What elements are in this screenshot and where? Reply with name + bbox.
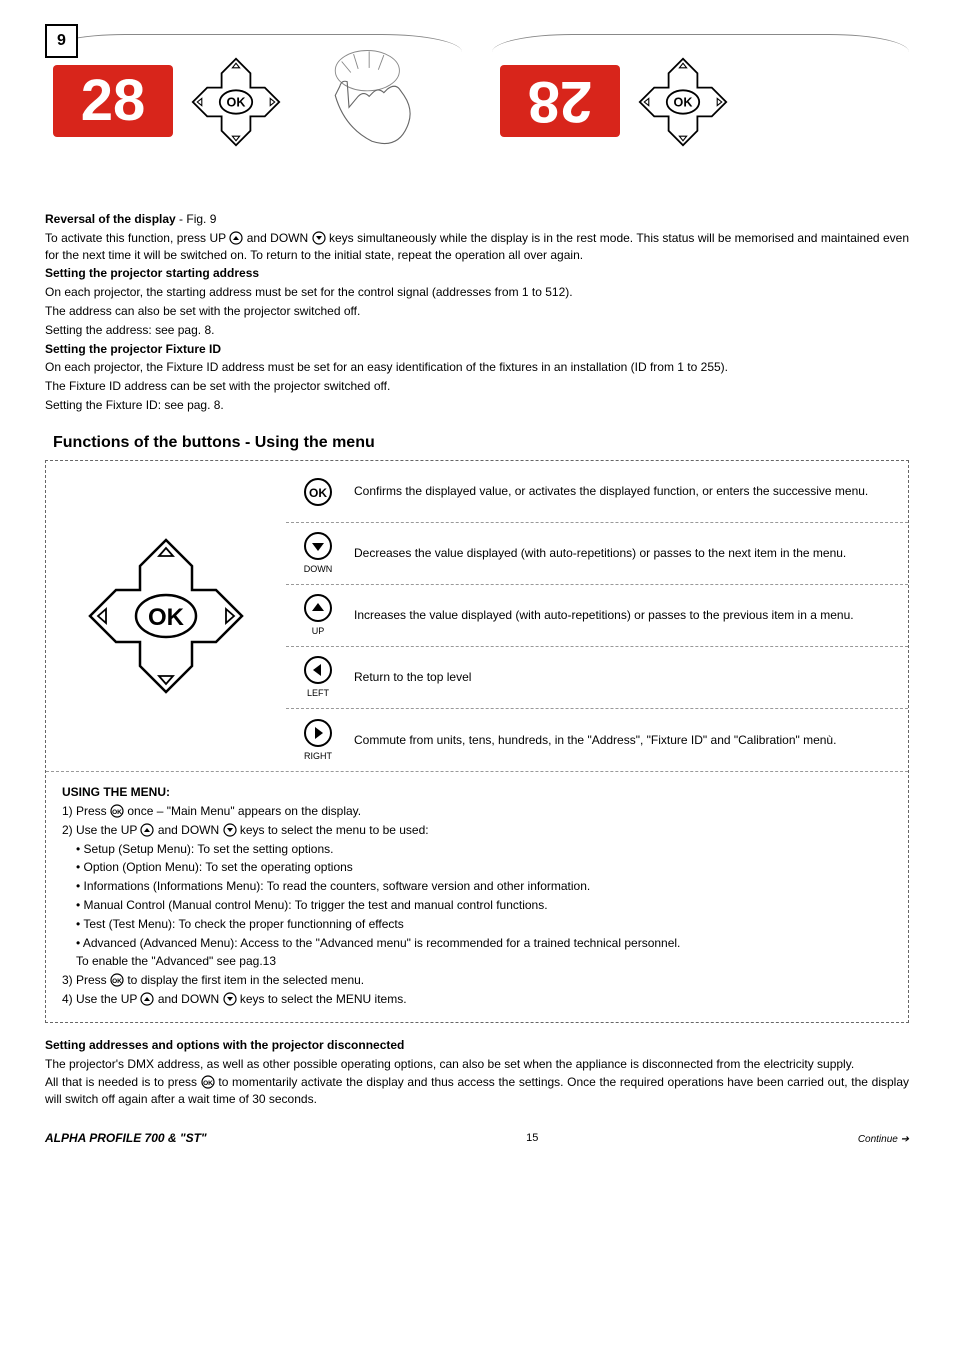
using-b6b: To enable the "Advanced" see pag.13 — [62, 953, 892, 970]
using-b4: • Manual Control (Manual control Menu): … — [62, 897, 892, 914]
left-icon — [303, 655, 333, 685]
button-row-up: UP Increases the value displayed (with a… — [286, 585, 908, 647]
using-b1: • Setup (Setup Menu): To set the setting… — [62, 841, 892, 858]
starting-title: Setting the projector starting address — [45, 265, 909, 282]
up-icon — [229, 231, 243, 245]
dpad-icon — [638, 57, 728, 147]
functions-box: Confirms the displayed value, or activat… — [45, 460, 909, 1023]
button-row-left: LEFT Return to the top level — [286, 647, 908, 709]
down-icon — [312, 231, 326, 245]
fixture-l2: The Fixture ID address can be set with t… — [45, 378, 909, 395]
using-step2: 2) Use the UP and DOWN keys to select th… — [62, 822, 892, 839]
down-icon — [223, 823, 237, 837]
starting-l3: Setting the address: see pag. 8. — [45, 322, 909, 339]
using-b6: • Advanced (Advanced Menu): Access to th… — [62, 935, 892, 952]
using-step4: 4) Use the UP and DOWN keys to select th… — [62, 991, 892, 1008]
using-b5: • Test (Test Menu): To check the proper … — [62, 916, 892, 933]
using-b2: • Option (Option Menu): To set the opera… — [62, 859, 892, 876]
disconnected-p1: The projector's DMX address, as well as … — [45, 1056, 909, 1073]
down-icon — [223, 992, 237, 1006]
ok-icon — [110, 973, 124, 987]
figure-number: 9 — [45, 24, 78, 58]
figure-9: 9 28 28 — [45, 30, 909, 199]
up-icon — [140, 823, 154, 837]
reversal-title: Reversal of the display - Fig. 9 — [45, 211, 909, 228]
dpad-large — [46, 461, 286, 771]
starting-l2: The address can also be set with the pro… — [45, 303, 909, 320]
up-icon — [140, 992, 154, 1006]
using-title: USING THE MENU: — [62, 784, 892, 801]
display-reversed: 28 — [500, 65, 620, 137]
using-menu: USING THE MENU: 1) Press once – "Main Me… — [46, 771, 908, 1022]
display-normal: 28 — [53, 65, 173, 137]
hand-icon — [299, 45, 454, 155]
button-row-down: DOWN Decreases the value displayed (with… — [286, 523, 908, 585]
disconnected-title: Setting addresses and options with the p… — [45, 1037, 909, 1054]
button-row-right: RIGHT Commute from units, tens, hundreds… — [286, 709, 908, 771]
footer: ALPHA PROFILE 700 & "ST" 15 Continue ➔ — [45, 1130, 909, 1147]
disconnected-p2: All that is needed is to press to moment… — [45, 1074, 909, 1108]
button-row-ok: Confirms the displayed value, or activat… — [286, 461, 908, 523]
figure-panel-right: 28 — [492, 34, 909, 199]
ok-icon — [110, 804, 124, 818]
ok-icon — [303, 477, 333, 507]
footer-left: ALPHA PROFILE 700 & "ST" — [45, 1130, 207, 1147]
fixture-l3: Setting the Fixture ID: see pag. 8. — [45, 397, 909, 414]
fixture-title: Setting the projector Fixture ID — [45, 341, 909, 358]
starting-l1: On each projector, the starting address … — [45, 284, 909, 301]
ok-icon — [201, 1075, 215, 1089]
right-icon — [303, 718, 333, 748]
reversal-text: To activate this function, press UP and … — [45, 230, 909, 264]
using-b3: • Informations (Informations Menu): To r… — [62, 878, 892, 895]
dpad-icon — [191, 57, 281, 147]
functions-title: Functions of the buttons - Using the men… — [53, 432, 909, 454]
figure-panel-left: 28 — [45, 34, 462, 199]
up-icon — [303, 593, 333, 623]
footer-right: Continue ➔ — [858, 1133, 909, 1147]
using-step1: 1) Press once – "Main Menu" appears on t… — [62, 803, 892, 820]
down-icon — [303, 531, 333, 561]
fixture-l1: On each projector, the Fixture ID addres… — [45, 359, 909, 376]
using-step3: 3) Press to display the first item in th… — [62, 972, 892, 989]
page-number: 15 — [526, 1131, 538, 1146]
